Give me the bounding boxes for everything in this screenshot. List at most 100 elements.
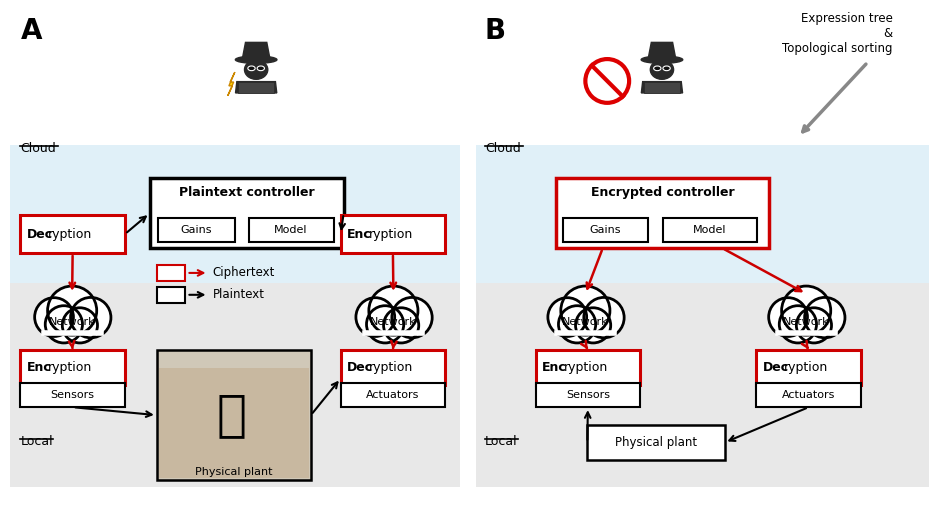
Bar bbox=[156, 265, 184, 281]
Circle shape bbox=[63, 308, 97, 343]
Ellipse shape bbox=[641, 56, 682, 63]
Circle shape bbox=[576, 308, 610, 343]
Text: B: B bbox=[485, 18, 506, 45]
Text: Plaintext: Plaintext bbox=[212, 288, 264, 301]
Bar bbox=[663, 218, 757, 242]
Bar bbox=[563, 218, 648, 242]
Circle shape bbox=[70, 297, 111, 338]
Circle shape bbox=[356, 298, 395, 336]
Ellipse shape bbox=[257, 66, 265, 71]
Circle shape bbox=[48, 286, 96, 335]
Text: Network: Network bbox=[49, 317, 95, 327]
Bar bbox=[341, 383, 446, 407]
Bar bbox=[21, 215, 124, 253]
Circle shape bbox=[392, 297, 432, 338]
Bar bbox=[156, 350, 311, 480]
Bar bbox=[21, 349, 124, 385]
Circle shape bbox=[384, 308, 418, 343]
Bar bbox=[341, 349, 446, 385]
Text: Model: Model bbox=[274, 225, 308, 235]
Text: Gains: Gains bbox=[590, 225, 621, 235]
Text: ryption: ryption bbox=[563, 361, 607, 374]
Text: Physical plant: Physical plant bbox=[615, 436, 697, 449]
Ellipse shape bbox=[653, 66, 661, 71]
Text: Ciphertext: Ciphertext bbox=[212, 266, 275, 280]
Polygon shape bbox=[242, 42, 271, 60]
Bar bbox=[535, 383, 640, 407]
Circle shape bbox=[559, 305, 595, 343]
Bar bbox=[588, 425, 724, 460]
Text: Cloud: Cloud bbox=[21, 141, 56, 155]
Text: Sensors: Sensors bbox=[51, 390, 95, 400]
Text: Enc: Enc bbox=[542, 361, 566, 374]
Circle shape bbox=[369, 286, 418, 335]
Circle shape bbox=[585, 59, 629, 103]
Text: ryption: ryption bbox=[369, 228, 413, 240]
Text: Gains: Gains bbox=[181, 225, 212, 235]
Bar bbox=[10, 283, 460, 487]
Text: Model: Model bbox=[693, 225, 726, 235]
Text: Cloud: Cloud bbox=[485, 141, 520, 155]
Circle shape bbox=[797, 308, 831, 343]
Text: Local: Local bbox=[21, 435, 53, 448]
Text: Expression tree: Expression tree bbox=[801, 12, 893, 25]
Polygon shape bbox=[644, 82, 680, 93]
Bar bbox=[756, 349, 861, 385]
Bar bbox=[756, 383, 861, 407]
Text: A: A bbox=[21, 18, 42, 45]
Bar bbox=[159, 368, 309, 478]
Circle shape bbox=[768, 298, 808, 336]
Text: ryption: ryption bbox=[49, 228, 93, 240]
Polygon shape bbox=[601, 71, 607, 91]
Text: Dec: Dec bbox=[26, 228, 52, 240]
Bar bbox=[249, 218, 334, 242]
Text: Topological sorting: Topological sorting bbox=[782, 42, 893, 55]
Ellipse shape bbox=[248, 66, 256, 71]
Polygon shape bbox=[236, 82, 277, 93]
Ellipse shape bbox=[663, 66, 670, 71]
Circle shape bbox=[584, 297, 624, 338]
Circle shape bbox=[561, 286, 610, 335]
Text: Sensors: Sensors bbox=[566, 390, 610, 400]
Text: ryption: ryption bbox=[49, 361, 93, 374]
Text: Network: Network bbox=[562, 317, 608, 327]
Polygon shape bbox=[238, 82, 274, 93]
Bar bbox=[341, 215, 446, 253]
Text: &: & bbox=[884, 27, 893, 40]
Bar bbox=[476, 283, 929, 487]
Text: Network: Network bbox=[370, 317, 417, 327]
Text: Enc: Enc bbox=[346, 228, 372, 240]
Circle shape bbox=[548, 298, 587, 336]
Polygon shape bbox=[227, 72, 235, 96]
Text: Network: Network bbox=[782, 317, 829, 327]
Circle shape bbox=[805, 297, 845, 338]
Circle shape bbox=[35, 298, 73, 336]
Ellipse shape bbox=[235, 56, 277, 63]
Text: 🤖: 🤖 bbox=[216, 391, 246, 439]
Ellipse shape bbox=[244, 60, 268, 79]
Text: ryption: ryption bbox=[369, 361, 413, 374]
Text: Local: Local bbox=[485, 435, 518, 448]
Text: Physical plant: Physical plant bbox=[195, 467, 272, 477]
Text: Actuators: Actuators bbox=[366, 390, 419, 400]
Text: Encrypted controller: Encrypted controller bbox=[591, 186, 734, 199]
Polygon shape bbox=[641, 82, 682, 93]
Bar bbox=[156, 287, 184, 303]
Text: Enc: Enc bbox=[26, 361, 51, 374]
Text: Dec: Dec bbox=[763, 361, 788, 374]
Bar bbox=[556, 179, 769, 248]
Bar bbox=[476, 144, 929, 284]
Bar bbox=[150, 179, 344, 248]
Circle shape bbox=[367, 305, 403, 343]
Circle shape bbox=[782, 286, 831, 335]
Text: Plaintext controller: Plaintext controller bbox=[179, 186, 314, 199]
Circle shape bbox=[780, 305, 816, 343]
Text: Dec: Dec bbox=[346, 361, 373, 374]
Bar bbox=[10, 144, 460, 284]
Circle shape bbox=[45, 305, 82, 343]
Text: Actuators: Actuators bbox=[782, 390, 835, 400]
Ellipse shape bbox=[651, 60, 674, 79]
Polygon shape bbox=[648, 42, 676, 60]
Bar bbox=[21, 383, 124, 407]
Bar bbox=[535, 349, 640, 385]
